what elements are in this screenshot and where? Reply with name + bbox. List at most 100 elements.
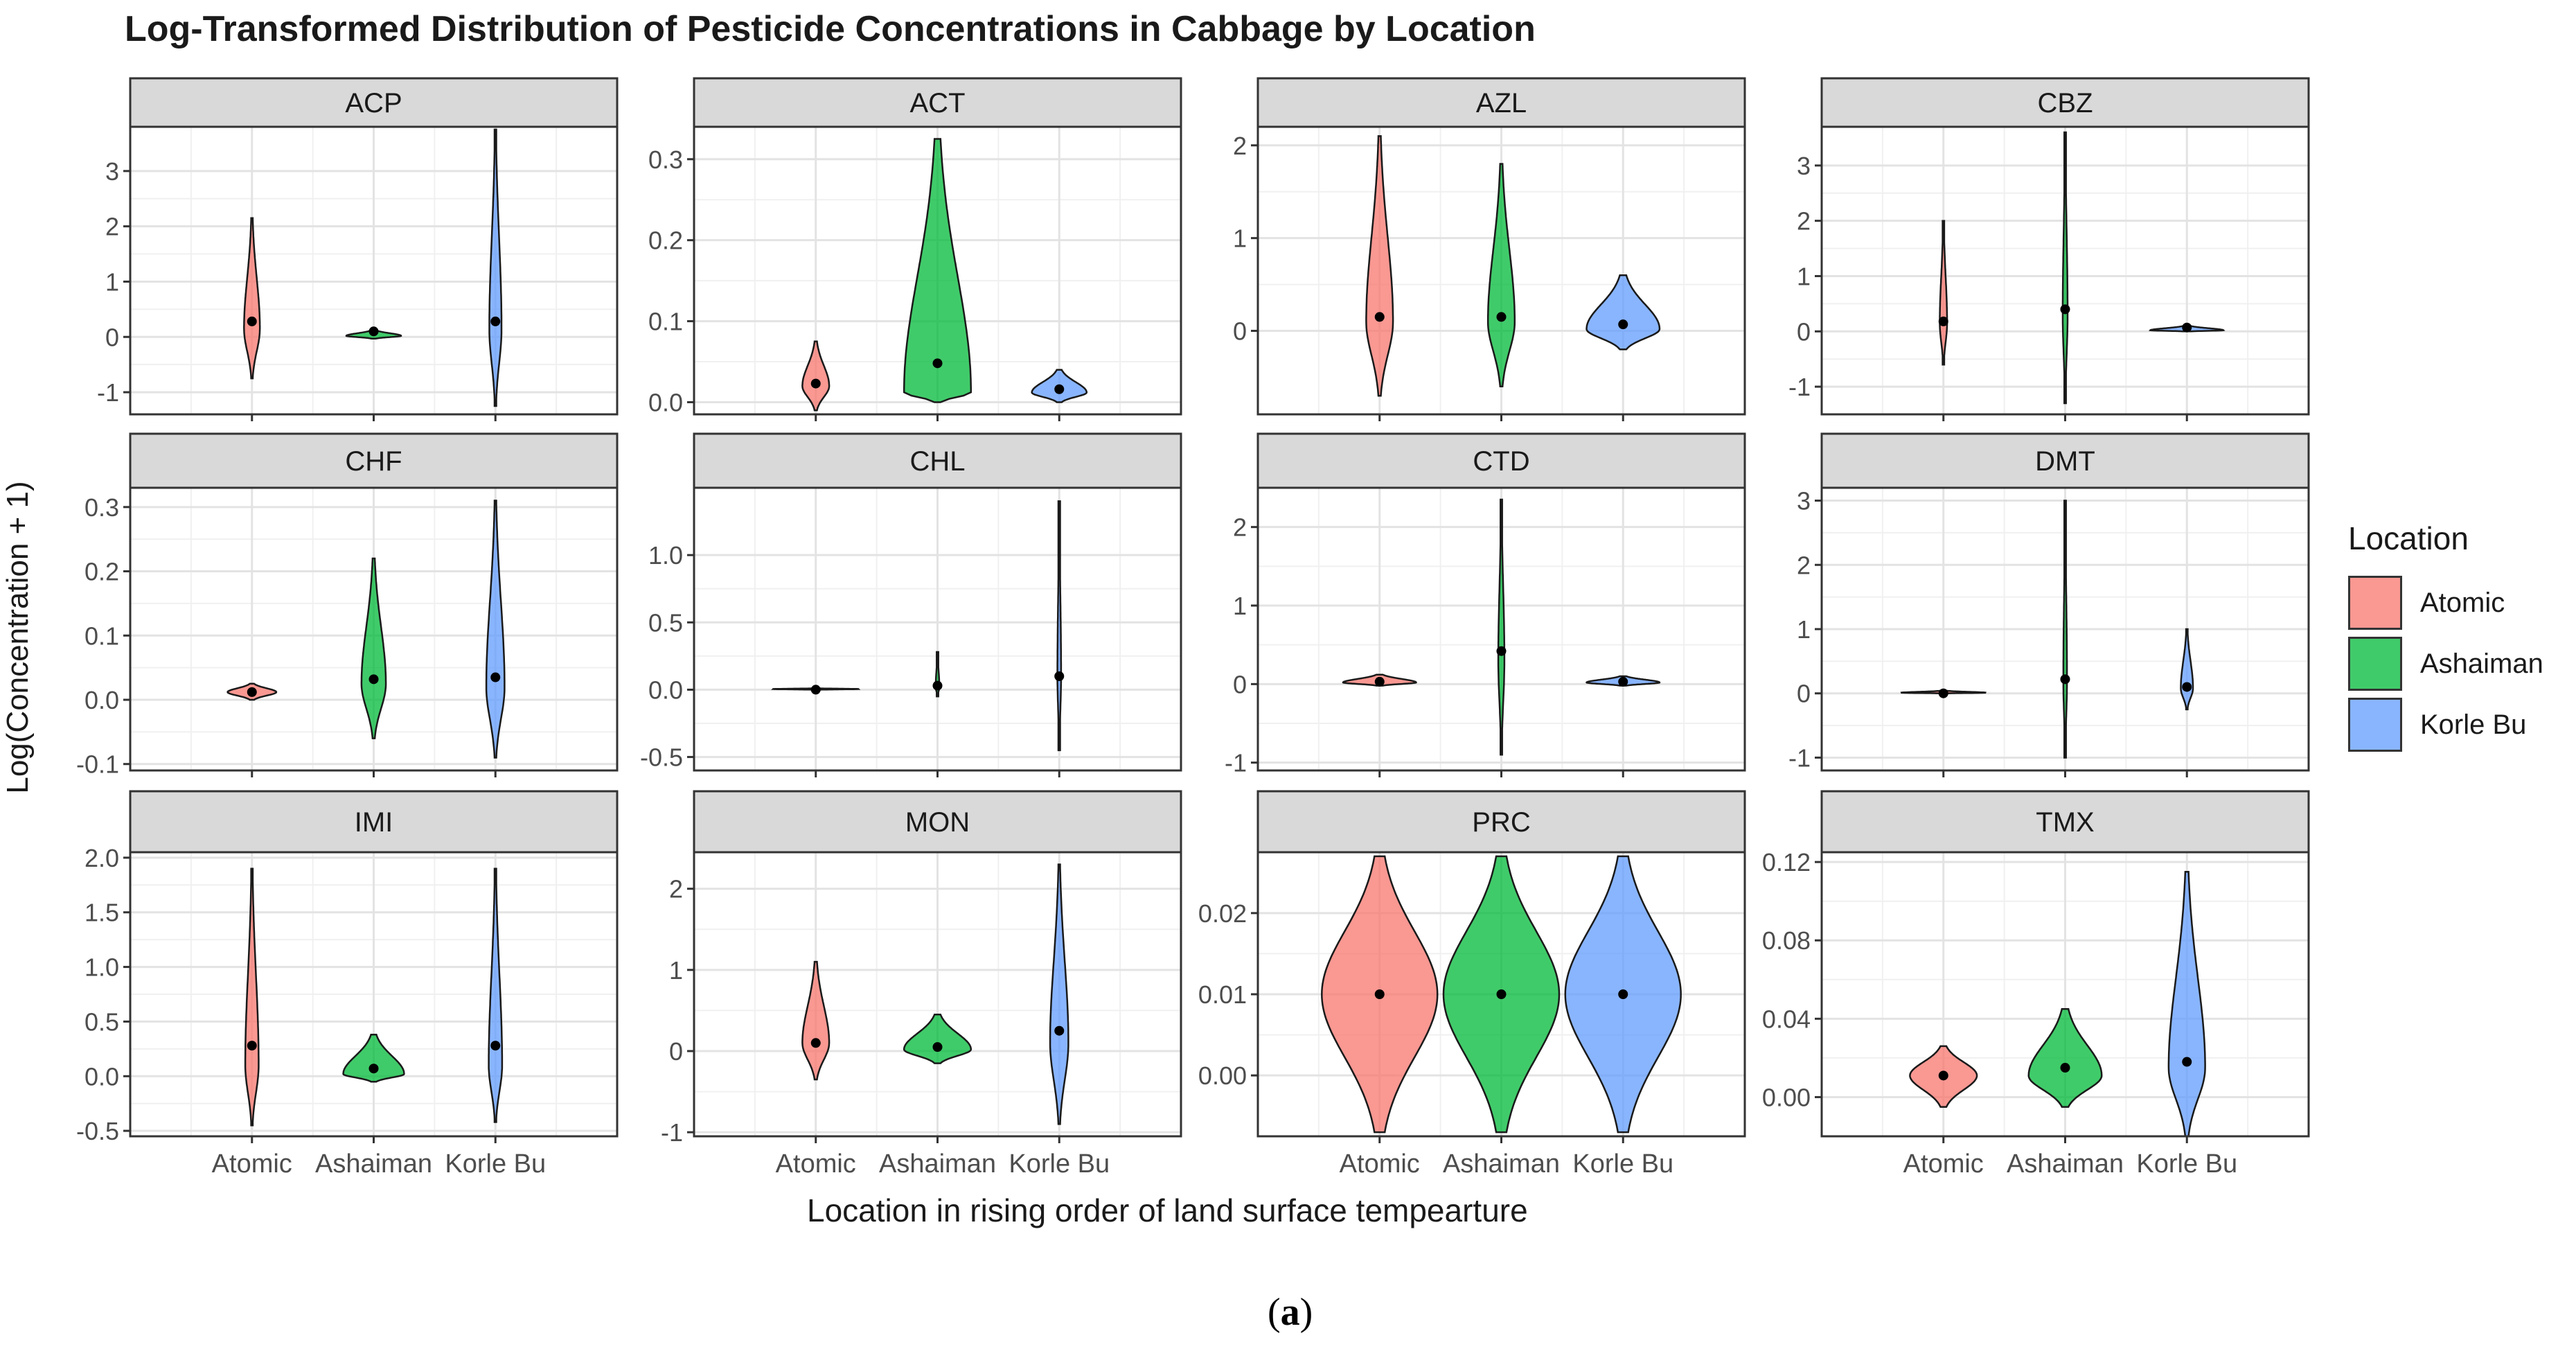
median-point-prc-atomic bbox=[1375, 989, 1385, 999]
legend: Location Atomic Ashaiman Korle Bu bbox=[2348, 520, 2543, 755]
y-tick-label-act: 0.1 bbox=[648, 308, 683, 336]
median-point-act-korle-bu bbox=[1054, 385, 1064, 394]
median-point-dmt-atomic bbox=[1939, 689, 1948, 698]
strip-label-cbz: CBZ bbox=[2038, 88, 2093, 118]
y-tick-label-cbz: 3 bbox=[1797, 152, 1811, 180]
panel-azl: AZL 0 1 2 bbox=[1233, 78, 1745, 421]
y-tick-label-chl: -0.5 bbox=[640, 743, 683, 772]
legend-label-ashaiman: Ashaiman bbox=[2420, 649, 2543, 680]
y-tick-label-acp: -1 bbox=[97, 378, 119, 407]
y-tick-label-imi: 0.5 bbox=[85, 1007, 119, 1036]
y-tick-label-act: 0.0 bbox=[648, 388, 683, 416]
x-tick-label-mon: Atomic bbox=[776, 1149, 856, 1179]
strip-label-prc: PRC bbox=[1472, 807, 1530, 838]
median-point-mon-atomic bbox=[811, 1038, 821, 1048]
y-tick-label-mon: -1 bbox=[661, 1118, 683, 1147]
y-tick-label-azl: 0 bbox=[1233, 317, 1247, 346]
violin-chl-korle-bu bbox=[1058, 501, 1061, 750]
y-tick-label-act: 0.3 bbox=[648, 146, 683, 174]
median-point-prc-ashaiman bbox=[1497, 989, 1507, 999]
y-tick-label-imi: -0.5 bbox=[76, 1117, 119, 1145]
y-tick-label-chl: 0.0 bbox=[648, 676, 683, 704]
y-tick-label-chf: 0.1 bbox=[85, 621, 119, 650]
panel-mon: MON -1 0 1 2 Atomic Ashaiman Korle Bu bbox=[661, 791, 1181, 1179]
x-tick-label-tmx: Ashaiman bbox=[2007, 1149, 2124, 1179]
median-point-azl-atomic bbox=[1375, 312, 1385, 321]
y-tick-label-ctd: 0 bbox=[1233, 670, 1247, 698]
y-tick-label-prc: 0.00 bbox=[1198, 1061, 1247, 1090]
strip-label-tmx: TMX bbox=[2036, 807, 2094, 838]
x-tick-label-tmx: Korle Bu bbox=[2136, 1149, 2237, 1179]
y-tick-label-act: 0.2 bbox=[648, 227, 683, 255]
panel-ctd: CTD -1 0 1 2 bbox=[1225, 434, 1745, 777]
y-tick-label-azl: 1 bbox=[1233, 224, 1247, 253]
panel-dmt: DMT-10123 bbox=[1788, 434, 2309, 777]
y-tick-label-tmx: 0.08 bbox=[1762, 926, 1811, 955]
median-point-acp-ashaiman bbox=[369, 326, 379, 336]
y-tick-label-cbz: 1 bbox=[1797, 262, 1811, 290]
y-tick-label-chf: -0.1 bbox=[76, 750, 119, 779]
legend-label-korle-bu: Korle Bu bbox=[2420, 709, 2526, 741]
y-tick-label-tmx: 0.04 bbox=[1762, 1005, 1811, 1033]
panel-imi: IMI -0.5 0.0 0.5 1.0 1.5 2.0 Atomic Ashaiman Korl… bbox=[76, 791, 617, 1179]
panel-cbz: CBZ -1 0 1 2 3 bbox=[1788, 78, 2309, 421]
median-point-imi-korle-bu bbox=[490, 1041, 500, 1050]
y-tick-label-dmt: 0 bbox=[1797, 680, 1811, 708]
median-point-cbz-korle-bu bbox=[2182, 323, 2192, 333]
median-point-chl-korle-bu bbox=[1054, 671, 1064, 681]
median-point-mon-ashaiman bbox=[933, 1042, 943, 1052]
violin-cbz-ashaiman bbox=[2063, 132, 2068, 403]
y-tick-label-dmt: 2 bbox=[1797, 551, 1811, 579]
median-point-azl-ashaiman bbox=[1497, 312, 1507, 321]
strip-label-chf: CHF bbox=[345, 446, 402, 477]
figure-caption-letter: a bbox=[1281, 1291, 1300, 1334]
y-tick-label-dmt: 1 bbox=[1797, 615, 1811, 644]
strip-label-mon: MON bbox=[905, 807, 970, 838]
median-point-tmx-atomic bbox=[1939, 1070, 1948, 1080]
y-tick-label-ctd: 2 bbox=[1233, 513, 1247, 542]
x-tick-label-mon: Ashaiman bbox=[879, 1149, 996, 1179]
median-point-imi-ashaiman bbox=[369, 1064, 379, 1073]
median-point-chl-atomic bbox=[811, 685, 821, 694]
x-tick-label-imi: Atomic bbox=[212, 1149, 292, 1179]
median-point-mon-korle-bu bbox=[1054, 1026, 1064, 1036]
legend-item-korle-bu: Korle Bu bbox=[2348, 694, 2543, 755]
y-tick-label-mon: 2 bbox=[669, 875, 683, 903]
panel-tmx: TMX 0.00 0.04 0.08 0.12 Atomic Ashaiman Korle B… bbox=[1762, 791, 2309, 1179]
x-tick-label-prc: Atomic bbox=[1340, 1149, 1420, 1179]
legend-key-atomic bbox=[2348, 576, 2402, 630]
y-tick-label-imi: 1.0 bbox=[85, 953, 119, 982]
y-tick-label-cbz: 0 bbox=[1797, 317, 1811, 346]
strip-label-acp: ACP bbox=[345, 88, 402, 118]
y-tick-label-acp: 0 bbox=[105, 323, 119, 351]
y-tick-label-cbz: 2 bbox=[1797, 207, 1811, 236]
legend-item-ashaiman: Ashaiman bbox=[2348, 633, 2543, 694]
strip-label-act: ACT bbox=[910, 88, 966, 118]
median-point-azl-korle-bu bbox=[1618, 319, 1628, 329]
median-point-ctd-korle-bu bbox=[1618, 677, 1628, 687]
median-point-tmx-korle-bu bbox=[2182, 1057, 2192, 1067]
x-tick-label-prc: Korle Bu bbox=[1572, 1149, 1673, 1179]
median-point-acp-atomic bbox=[247, 317, 257, 326]
legend-key-korle-bu bbox=[2348, 698, 2402, 752]
panel-act: ACT 0.0 0.1 0.2 0.3 bbox=[648, 78, 1181, 421]
y-tick-label-dmt: -1 bbox=[1788, 743, 1811, 772]
median-point-prc-korle-bu bbox=[1618, 989, 1628, 999]
violin-dmt-ashaiman bbox=[2063, 501, 2067, 758]
y-tick-label-acp: 1 bbox=[105, 267, 119, 296]
median-point-ctd-ashaiman bbox=[1497, 646, 1507, 656]
median-point-dmt-ashaiman bbox=[2061, 674, 2070, 684]
y-tick-label-imi: 1.5 bbox=[85, 899, 119, 927]
y-tick-label-chf: 0.3 bbox=[85, 493, 119, 522]
median-point-chl-ashaiman bbox=[933, 681, 943, 691]
x-tick-label-imi: Korle Bu bbox=[445, 1149, 546, 1179]
legend-title: Location bbox=[2348, 520, 2543, 557]
y-tick-label-chl: 1.0 bbox=[648, 541, 683, 570]
y-tick-label-ctd: -1 bbox=[1225, 749, 1247, 777]
panel-acp: ACP-10123 bbox=[97, 78, 617, 421]
chart-title: Log-Transformed Distribution of Pesticid… bbox=[125, 8, 1536, 50]
y-tick-label-chf: 0.2 bbox=[85, 558, 119, 586]
strip-label-chl: CHL bbox=[909, 446, 965, 477]
x-tick-label-imi: Ashaiman bbox=[315, 1149, 432, 1179]
strip-label-imi: IMI bbox=[355, 807, 393, 838]
